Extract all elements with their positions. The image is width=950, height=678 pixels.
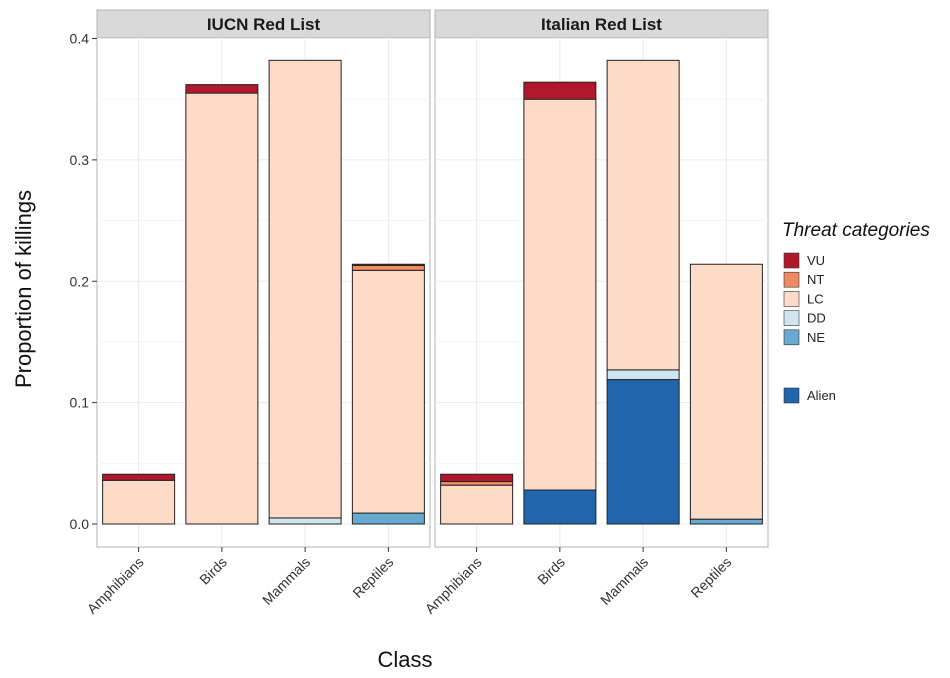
y-tick-label: 0.4: [70, 31, 90, 47]
bar-segment-amphibians-vu: [440, 473, 514, 483]
x-tick-label-mammals: Mammals: [259, 554, 313, 608]
bar-segment-mammals-dd: [606, 369, 680, 381]
legend-title: Threat categories: [782, 220, 930, 241]
legend-swatch-nt: [783, 271, 800, 288]
panel-iucn-strip: [96, 9, 431, 39]
bar-segment-mammals-dd: [268, 517, 342, 525]
legend-label-ne: NE: [807, 330, 825, 345]
legend-swatch-ne: [783, 329, 800, 346]
panel-italian-title: Italian Red List: [541, 15, 662, 34]
panel-iucn: IUCN Red List Amphibians Birds Mammals Rept…: [84, 9, 431, 617]
panel-italian-bars: [440, 59, 763, 525]
panel-iucn-x-tick-labels: Amphibians Birds Mammals Reptiles: [84, 547, 396, 617]
x-tick-label-amphibians: Amphibians: [422, 554, 485, 617]
y-axis-title: Proportion of killings: [11, 190, 36, 388]
bar-segment-reptiles-ne: [689, 518, 763, 525]
y-tick-label: 0.0: [70, 516, 90, 532]
x-axis-title: Class: [377, 647, 432, 672]
y-tick-label: 0.3: [70, 152, 90, 168]
legend: Threat categories VU NT LC DD NE Alien: [782, 220, 930, 404]
panel-italian-strip: [434, 9, 769, 39]
legend-swatch-lc: [783, 291, 800, 307]
bar-segment-birds-lc: [185, 92, 259, 525]
bar-segment-birds-alien: [523, 489, 597, 525]
legend-swatch-alien: [783, 387, 800, 404]
legend-entries: VU NT LC DD NE Alien: [783, 252, 836, 404]
panel-iucn-bars: [102, 59, 425, 525]
bar-segment-birds-vu: [185, 84, 259, 94]
bar-segment-amphibians-vu: [102, 473, 176, 481]
bar-segment-reptiles-lc: [351, 269, 425, 514]
legend-swatch-vu: [783, 252, 800, 269]
panel-italian: Italian Red List Amphibians Birds Mammals R…: [422, 9, 769, 617]
x-tick-label-birds: Birds: [534, 554, 568, 588]
y-axis: 0.0 0.1 0.2 0.3 0.4: [70, 31, 97, 532]
bar-segment-reptiles-ne: [351, 512, 425, 525]
legend-label-lc: LC: [807, 291, 824, 306]
x-tick-label-reptiles: Reptiles: [349, 554, 396, 601]
panel-iucn-title: IUCN Red List: [207, 15, 321, 34]
legend-label-dd: DD: [807, 311, 826, 326]
bar-segment-amphibians-nt: [440, 481, 514, 486]
x-tick-label-reptiles: Reptiles: [687, 554, 734, 601]
x-tick-label-birds: Birds: [196, 554, 230, 588]
bar-segment-amphibians-lc: [440, 484, 514, 525]
x-tick-label-mammals: Mammals: [597, 554, 651, 608]
bar-segment-reptiles-vu: [351, 263, 425, 266]
panel-italian-x-tick-labels: Amphibians Birds Mammals Reptiles: [422, 547, 734, 617]
bar-segment-mammals-lc: [606, 59, 680, 371]
y-tick-label: 0.1: [70, 395, 90, 411]
bar-segment-birds-lc: [523, 98, 597, 491]
y-tick-label: 0.2: [70, 273, 90, 289]
legend-swatch-dd: [783, 310, 800, 326]
legend-label-nt: NT: [807, 272, 824, 287]
bar-segment-birds-vu: [523, 81, 597, 100]
bar-segment-amphibians-lc: [102, 479, 176, 525]
x-tick-label-amphibians: Amphibians: [84, 554, 147, 617]
bar-segment-reptiles-nt: [351, 264, 425, 271]
legend-label-vu: VU: [807, 253, 825, 268]
legend-label-alien: Alien: [807, 388, 836, 403]
bar-segment-reptiles-lc: [689, 263, 763, 520]
bar-segment-mammals-alien: [606, 379, 680, 525]
bar-segment-mammals-lc: [268, 59, 342, 519]
